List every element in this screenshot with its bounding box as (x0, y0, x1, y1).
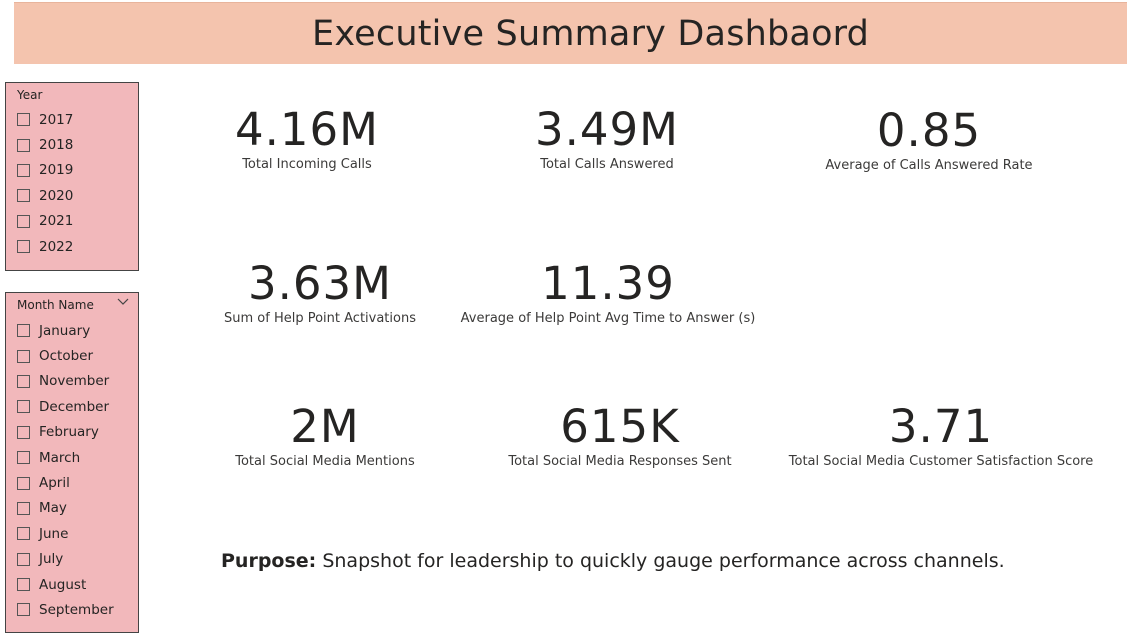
month-slicer: Month Name January October November Dece… (5, 292, 139, 633)
kpi-value: 3.63M (247, 257, 393, 310)
month-option-label: December (39, 398, 110, 415)
kpi-label: Average of Calls Answered Rate (825, 158, 1033, 173)
year-slicer-list: 2017 2018 2019 2020 2021 2022 (17, 107, 73, 259)
purpose-text: Snapshot for leadership to quickly gauge… (316, 550, 1005, 572)
kpi-label: Sum of Help Point Activations (224, 311, 416, 326)
checkbox[interactable] (17, 163, 30, 177)
year-option[interactable]: 2018 (17, 132, 73, 157)
month-option-label: November (39, 373, 110, 390)
kpi-value: 0.85 (876, 104, 982, 157)
checkbox[interactable] (17, 552, 30, 566)
kpi-label: Total Calls Answered (540, 157, 674, 172)
kpi-value: 4.16M (234, 103, 380, 156)
checkbox[interactable] (17, 189, 30, 203)
month-option-label: August (39, 576, 87, 593)
kpi-value: 11.39 (541, 257, 675, 310)
checkbox[interactable] (17, 240, 30, 254)
kpi-label: Total Incoming Calls (242, 157, 372, 172)
kpi-label: Average of Help Point Avg Time to Answer… (460, 311, 756, 326)
purpose-label: Purpose: (221, 550, 317, 572)
month-option-label: October (39, 348, 94, 365)
year-slicer: Year 2017 2018 2019 2020 2021 2022 (5, 82, 139, 271)
kpi-card-total-calls-answered: 3.49M Total Calls Answered (507, 104, 707, 174)
year-slicer-title: Year (17, 88, 43, 102)
kpi-card-social-media-mentions: 2M Total Social Media Mentions (205, 401, 445, 471)
month-option-label: June (39, 525, 69, 542)
year-option-label: 2020 (39, 187, 74, 204)
year-option[interactable]: 2019 (17, 158, 73, 183)
page-edge (0, 0, 6, 60)
month-option-label: May (39, 500, 67, 517)
month-option[interactable]: April (17, 470, 114, 495)
year-option-label: 2019 (39, 162, 74, 179)
month-option[interactable]: January (17, 318, 114, 343)
year-option-label: 2018 (39, 137, 74, 154)
kpi-value: 3.49M (534, 103, 680, 156)
checkbox[interactable] (17, 400, 30, 414)
kpi-card-help-point-time-to-answer: 11.39 Average of Help Point Avg Time to … (448, 258, 768, 328)
purpose-statement: Purpose: Snapshot for leadership to quic… (221, 550, 1005, 572)
checkbox[interactable] (17, 349, 30, 363)
kpi-label: Total Social Media Responses Sent (508, 454, 732, 469)
month-option[interactable]: February (17, 420, 114, 445)
dashboard-header: Executive Summary Dashbaord (14, 2, 1127, 64)
month-option-label: April (39, 475, 70, 492)
kpi-value: 615K (560, 400, 680, 453)
checkbox[interactable] (17, 603, 30, 617)
month-option-label: July (39, 551, 64, 568)
checkbox[interactable] (17, 113, 30, 127)
checkbox[interactable] (17, 425, 30, 439)
checkbox[interactable] (17, 527, 30, 541)
checkbox[interactable] (17, 214, 30, 228)
month-option[interactable]: July (17, 547, 114, 572)
month-option[interactable]: September (17, 597, 114, 622)
kpi-label: Total Social Media Mentions (235, 454, 415, 469)
kpi-value: 3.71 (888, 400, 994, 453)
month-option[interactable]: November (17, 369, 114, 394)
chevron-down-icon[interactable] (117, 297, 129, 307)
year-option[interactable]: 2021 (17, 209, 73, 234)
month-option-label: March (39, 449, 81, 466)
kpi-value: 2M (290, 400, 360, 453)
year-option-label: 2021 (39, 213, 74, 230)
checkbox[interactable] (17, 138, 30, 152)
checkbox[interactable] (17, 578, 30, 592)
month-option[interactable]: August (17, 572, 114, 597)
year-option-label: 2022 (39, 238, 74, 255)
year-option[interactable]: 2017 (17, 107, 73, 132)
month-option[interactable]: May (17, 496, 114, 521)
month-option-label: January (39, 322, 91, 339)
checkbox[interactable] (17, 324, 30, 338)
page-title: Executive Summary Dashbaord (312, 14, 870, 54)
month-option[interactable]: October (17, 343, 114, 368)
year-option[interactable]: 2022 (17, 234, 73, 259)
kpi-card-help-point-activations: 3.63M Sum of Help Point Activations (200, 258, 440, 328)
kpi-card-calls-answered-rate: 0.85 Average of Calls Answered Rate (799, 105, 1059, 175)
month-slicer-list: January October November December Februa… (17, 318, 114, 623)
checkbox[interactable] (17, 476, 30, 490)
year-option[interactable]: 2020 (17, 183, 73, 208)
year-option-label: 2017 (39, 111, 74, 128)
kpi-card-total-incoming-calls: 4.16M Total Incoming Calls (207, 104, 407, 174)
month-option[interactable]: March (17, 445, 114, 470)
month-option-label: February (39, 424, 99, 441)
kpi-card-social-media-responses: 615K Total Social Media Responses Sent (480, 401, 760, 471)
kpi-card-social-media-satisfaction: 3.71 Total Social Media Customer Satisfa… (781, 401, 1101, 471)
month-slicer-title: Month Name (17, 298, 94, 312)
checkbox[interactable] (17, 374, 30, 388)
checkbox[interactable] (17, 501, 30, 515)
checkbox[interactable] (17, 451, 30, 465)
month-option-label: September (39, 601, 114, 618)
kpi-label: Total Social Media Customer Satisfaction… (788, 454, 1094, 469)
month-option[interactable]: June (17, 521, 114, 546)
month-option[interactable]: December (17, 394, 114, 419)
